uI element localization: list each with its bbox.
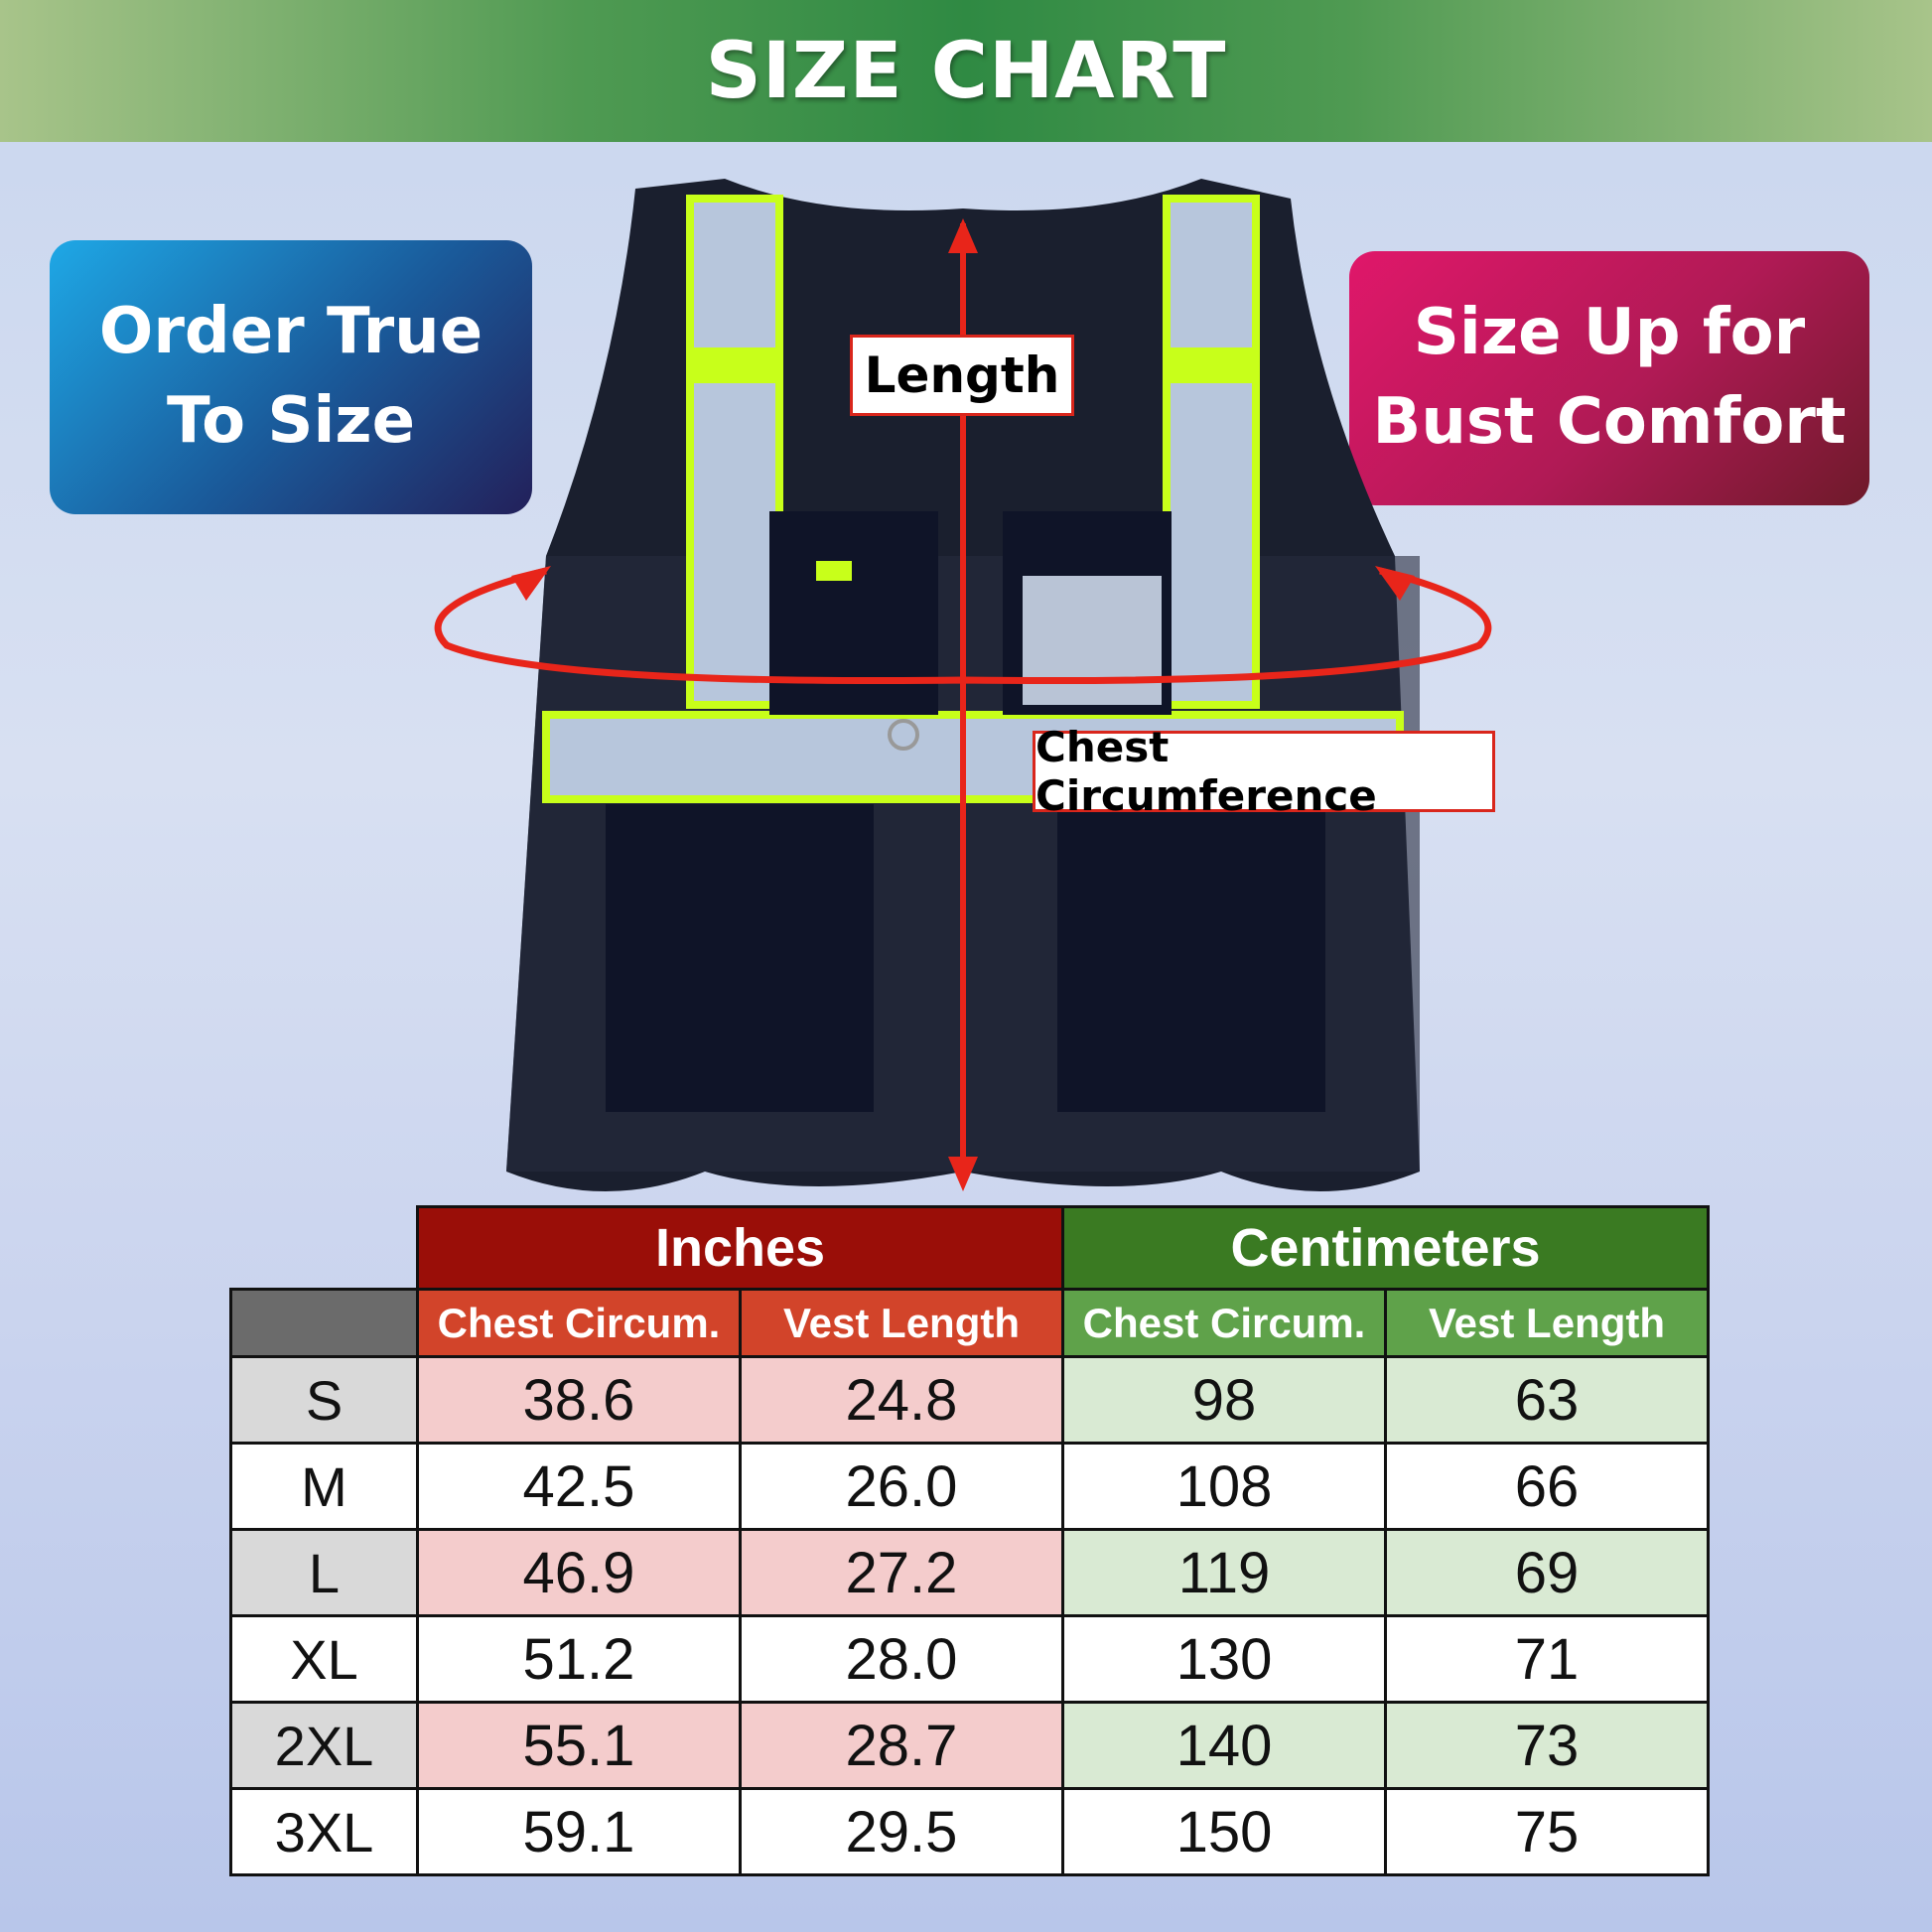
size-cell: 2XL bbox=[229, 1701, 419, 1790]
blank-cell bbox=[231, 1207, 418, 1290]
vest-image bbox=[434, 179, 1492, 1191]
value-cell: 108 bbox=[1061, 1442, 1387, 1531]
size-cell: XL bbox=[229, 1614, 419, 1704]
lower-pocket-right bbox=[1057, 804, 1325, 1112]
reflective-strap-left bbox=[686, 195, 783, 709]
table-row: 2XL 55.1 28.7 140 73 bbox=[229, 1701, 1710, 1790]
value-cell: 140 bbox=[1061, 1701, 1387, 1790]
column-header: Chest Circum. bbox=[416, 1288, 742, 1358]
value-cell: 71 bbox=[1384, 1614, 1710, 1704]
value-cell: 24.8 bbox=[739, 1355, 1064, 1445]
value-cell: 69 bbox=[1384, 1528, 1710, 1617]
true-to-size-badge: Order True To Size bbox=[50, 240, 532, 514]
size-up-badge: Size Up for Bust Comfort bbox=[1349, 251, 1869, 505]
table-row: L 46.9 27.2 119 69 bbox=[229, 1528, 1710, 1617]
value-cell: 130 bbox=[1061, 1614, 1387, 1704]
chest-arrow bbox=[434, 567, 1492, 685]
table-row: M 42.5 26.0 108 66 bbox=[229, 1442, 1710, 1531]
badge-line: Order True bbox=[98, 295, 483, 369]
value-cell: 28.7 bbox=[739, 1701, 1064, 1790]
size-table: Inches Centimeters Chest Circum. Vest Le… bbox=[229, 1205, 1710, 1876]
title-banner: SIZE CHART bbox=[0, 0, 1932, 142]
value-cell: 75 bbox=[1384, 1787, 1710, 1876]
table-row: S 38.6 24.8 98 63 bbox=[229, 1355, 1710, 1445]
value-cell: 38.6 bbox=[416, 1355, 742, 1445]
value-cell: 51.2 bbox=[416, 1614, 742, 1704]
length-label: Length bbox=[850, 335, 1074, 416]
value-cell: 150 bbox=[1061, 1787, 1387, 1876]
value-cell: 66 bbox=[1384, 1442, 1710, 1531]
value-cell: 42.5 bbox=[416, 1442, 742, 1531]
badge-line: Size Up for bbox=[1413, 296, 1806, 370]
value-cell: 46.9 bbox=[416, 1528, 742, 1617]
size-cell: L bbox=[229, 1528, 419, 1617]
size-cell: 3XL bbox=[229, 1787, 419, 1876]
centimeters-group-header: Centimeters bbox=[1061, 1205, 1710, 1291]
badge-line: Bust Comfort bbox=[1372, 385, 1847, 459]
value-cell: 119 bbox=[1061, 1528, 1387, 1617]
value-cell: 28.0 bbox=[739, 1614, 1064, 1704]
table-row: 3XL 59.1 29.5 150 75 bbox=[229, 1787, 1710, 1876]
value-cell: 98 bbox=[1061, 1355, 1387, 1445]
column-header: Vest Length bbox=[1384, 1288, 1710, 1358]
chest-pocket-left bbox=[769, 511, 938, 715]
size-cell: S bbox=[229, 1355, 419, 1445]
value-cell: 26.0 bbox=[739, 1442, 1064, 1531]
page-title: SIZE CHART bbox=[705, 26, 1227, 116]
value-cell: 59.1 bbox=[416, 1787, 742, 1876]
value-cell: 55.1 bbox=[416, 1701, 742, 1790]
lower-pocket-left bbox=[606, 804, 874, 1112]
value-cell: 73 bbox=[1384, 1701, 1710, 1790]
value-cell: 63 bbox=[1384, 1355, 1710, 1445]
value-cell: 29.5 bbox=[739, 1787, 1064, 1876]
size-cell: M bbox=[229, 1442, 419, 1531]
value-cell: 27.2 bbox=[739, 1528, 1064, 1617]
table-row: XL 51.2 28.0 130 71 bbox=[229, 1614, 1710, 1704]
badge-line: To Size bbox=[166, 384, 416, 458]
column-header: Chest Circum. bbox=[1061, 1288, 1387, 1358]
inches-group-header: Inches bbox=[416, 1205, 1064, 1291]
reflective-strap-right bbox=[1163, 195, 1260, 709]
corner-cell bbox=[229, 1288, 419, 1358]
column-header: Vest Length bbox=[739, 1288, 1064, 1358]
chest-circumference-label: Chest Circumference bbox=[1033, 723, 1495, 820]
